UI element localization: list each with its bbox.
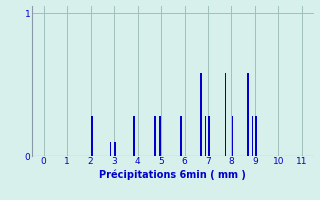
- X-axis label: Précipitations 6min ( mm ): Précipitations 6min ( mm ): [100, 169, 246, 180]
- Bar: [208, 116, 210, 156]
- Bar: [255, 116, 257, 156]
- Bar: [252, 116, 253, 156]
- Bar: [180, 116, 182, 156]
- Bar: [115, 142, 116, 156]
- Bar: [110, 142, 111, 156]
- Bar: [200, 73, 202, 156]
- Bar: [225, 73, 227, 156]
- Bar: [247, 73, 249, 156]
- Bar: [205, 116, 206, 156]
- Bar: [232, 116, 234, 156]
- Bar: [154, 116, 156, 156]
- Bar: [91, 116, 93, 156]
- Bar: [159, 116, 161, 156]
- Bar: [133, 116, 135, 156]
